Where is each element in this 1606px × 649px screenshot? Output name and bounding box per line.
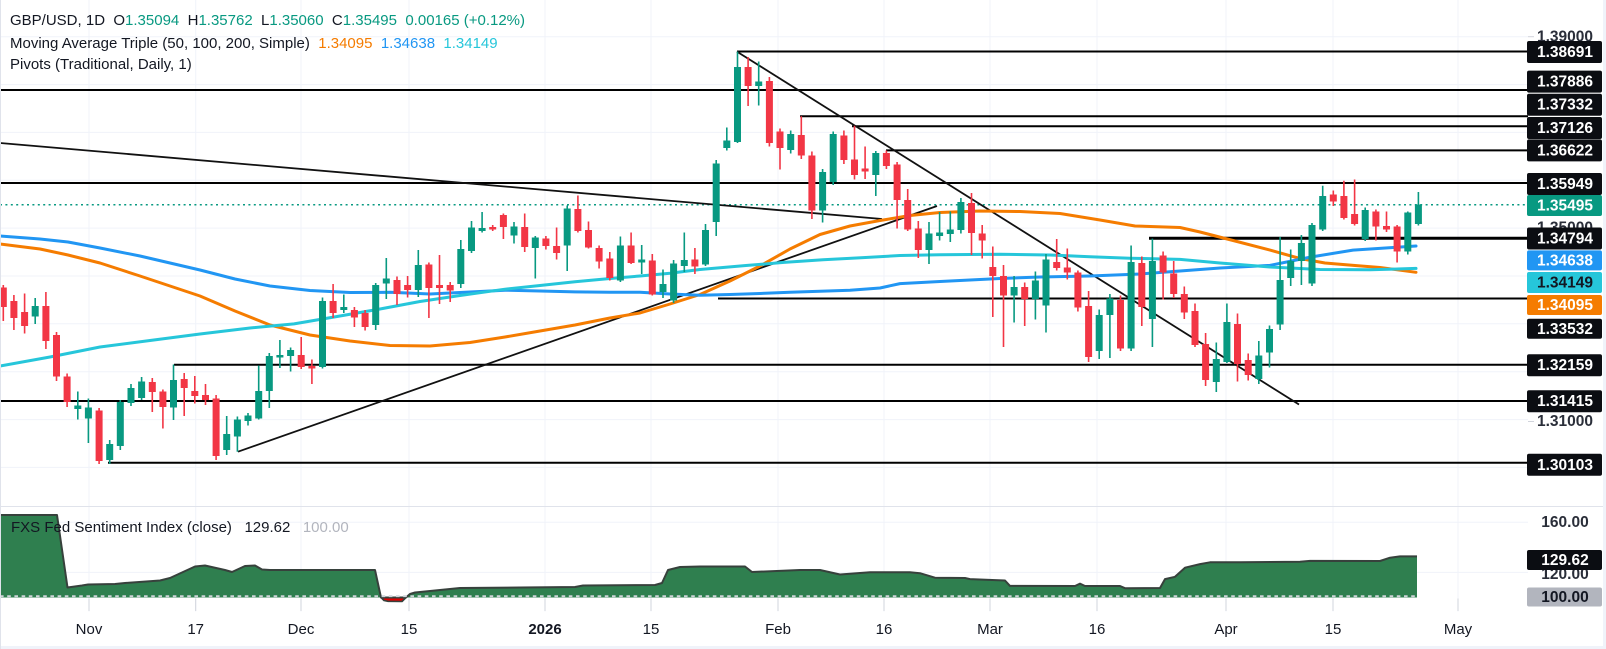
svg-text:1.35949: 1.35949 xyxy=(1537,176,1593,193)
svg-text:1.37332: 1.37332 xyxy=(1537,97,1593,114)
svg-text:120.00: 120.00 xyxy=(1541,566,1588,583)
svg-text:15: 15 xyxy=(1325,621,1342,638)
svg-text:1.37126: 1.37126 xyxy=(1537,120,1593,137)
svg-text:1.34794: 1.34794 xyxy=(1537,231,1593,248)
svg-text:16: 16 xyxy=(1089,621,1106,638)
svg-text:17: 17 xyxy=(187,621,204,638)
svg-text:16: 16 xyxy=(876,621,893,638)
svg-text:1.35495: 1.35495 xyxy=(1537,198,1593,215)
svg-text:2026: 2026 xyxy=(528,621,561,638)
svg-text:1.33532: 1.33532 xyxy=(1537,321,1593,338)
svg-text:Mar: Mar xyxy=(977,621,1003,638)
svg-text:Dec: Dec xyxy=(288,621,315,638)
svg-text:15: 15 xyxy=(643,621,660,638)
svg-text:1.34149: 1.34149 xyxy=(1537,275,1593,292)
svg-text:1.32159: 1.32159 xyxy=(1537,357,1593,374)
svg-text:1.31000: 1.31000 xyxy=(1537,413,1593,430)
svg-text:May: May xyxy=(1444,621,1473,638)
svg-text:1.34095: 1.34095 xyxy=(1537,297,1593,314)
svg-text:160.00: 160.00 xyxy=(1541,514,1588,531)
svg-text:Feb: Feb xyxy=(765,621,791,638)
svg-text:Nov: Nov xyxy=(76,621,103,638)
svg-text:15: 15 xyxy=(401,621,418,638)
svg-text:1.37886: 1.37886 xyxy=(1537,74,1593,91)
svg-text:1.34638: 1.34638 xyxy=(1537,252,1593,269)
svg-text:129.62: 129.62 xyxy=(1541,552,1588,569)
svg-text:1.31415: 1.31415 xyxy=(1537,393,1593,410)
svg-text:1.36622: 1.36622 xyxy=(1537,142,1593,159)
svg-text:1.30103: 1.30103 xyxy=(1537,457,1593,474)
svg-text:1.38691: 1.38691 xyxy=(1537,44,1593,61)
svg-text:100.00: 100.00 xyxy=(1541,589,1588,606)
svg-text:Apr: Apr xyxy=(1214,621,1237,638)
